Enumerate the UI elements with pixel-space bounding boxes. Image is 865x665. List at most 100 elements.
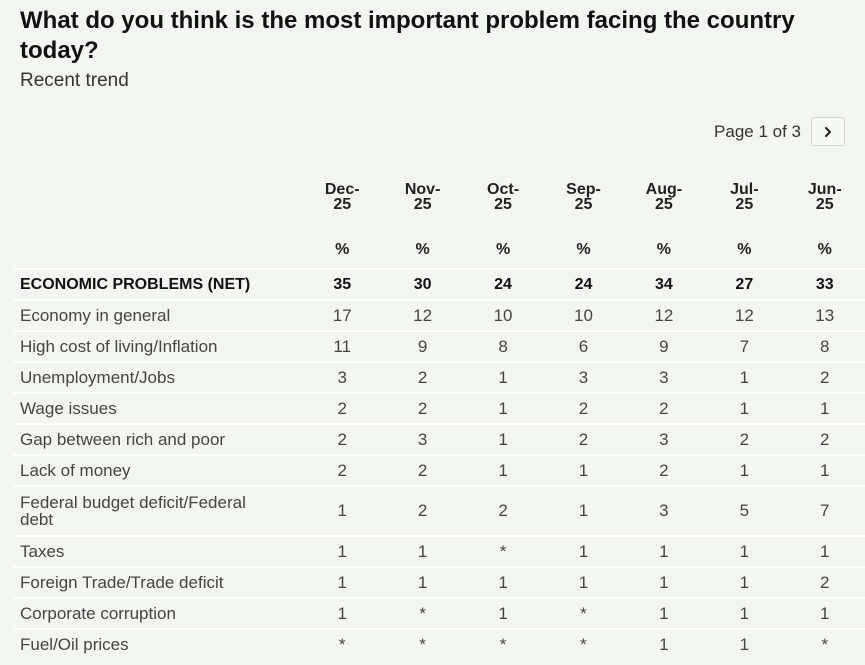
- table-cell-value: 1: [382, 566, 463, 598]
- table-cell-value: 6: [543, 330, 624, 362]
- table-cell-value: 1: [462, 454, 544, 486]
- table-cell-value: 1: [704, 597, 785, 629]
- row-label-text: High cost of living/Inflation: [20, 336, 218, 356]
- table-cell-value: 3: [382, 423, 463, 455]
- column-header-month: Nov-: [404, 181, 441, 198]
- row-label: Economy in general: [14, 299, 302, 331]
- table-cell-value: 1: [623, 628, 705, 659]
- column-header-year: 25: [815, 196, 834, 213]
- table-row: Economy in general 17 12 10 10 12 12 13: [14, 299, 865, 331]
- row-label: Taxes: [14, 535, 302, 567]
- table-row: Lack of money 2 2 1 1 2 1 1: [14, 454, 865, 486]
- table-cell-value: 2: [543, 392, 624, 424]
- table-cell-value: 1: [462, 392, 544, 424]
- table-cell-value: 2: [623, 392, 705, 424]
- table-cell-value: 1: [623, 535, 705, 567]
- column-header-date: Dec- 25: [302, 178, 382, 232]
- column-header-year: 25: [735, 196, 754, 213]
- table-row: Taxes 1 1 * 1 1 1 1: [14, 535, 865, 567]
- table-cell-value: 1: [543, 454, 624, 486]
- column-header-month: Jun-: [807, 181, 842, 198]
- table-cell-value: 13: [784, 299, 865, 331]
- column-unit-label: %: [335, 241, 350, 258]
- table-cell-value: *: [302, 628, 383, 659]
- table-cell-value: 1: [784, 454, 865, 486]
- table-cell-value: 1: [704, 535, 785, 567]
- table-cell-value: 1: [382, 535, 463, 567]
- table-row: Unemployment/Jobs 3 2 1 3 3 1 2: [14, 361, 865, 393]
- column-header-month: Oct-: [487, 181, 520, 198]
- table-cell-value: *: [462, 535, 544, 567]
- table-cell-value: 8: [462, 330, 544, 362]
- table-cell-value: 2: [382, 485, 463, 536]
- column-header-year: 25: [333, 196, 352, 213]
- column-header-year: 25: [655, 196, 673, 213]
- table-cell-value: 24: [462, 268, 544, 300]
- trend-table: Dec- 25 Nov- 25 Oct- 25 Sep- 25 Aug- 25 Jul- 25 Jun-…: [14, 178, 865, 659]
- table-cell-value: 7: [704, 330, 785, 362]
- table-cell-value: 1: [623, 566, 705, 598]
- table-cell-value: 33: [784, 268, 865, 300]
- row-label: Gap between rich and poor: [14, 423, 302, 455]
- table-cell-value: 1: [302, 485, 383, 536]
- row-label: Fuel/Oil prices: [14, 628, 302, 659]
- pagination: Page 1 of 3: [714, 117, 845, 146]
- column-unit-label: %: [576, 241, 591, 258]
- row-label: Lack of money: [14, 454, 302, 486]
- table-cell-value: 1: [302, 566, 383, 598]
- table-cell-value: 1: [623, 597, 705, 629]
- table-cell-value: 34: [623, 268, 705, 300]
- table-row: Gap between rich and poor 2 3 1 2 3 2 2: [14, 423, 865, 455]
- table-cell-value: 2: [382, 454, 463, 486]
- header-corner-cell: [14, 232, 302, 269]
- column-header-date: Sep- 25: [543, 178, 623, 232]
- row-label-text: Lack of money: [20, 460, 131, 480]
- next-page-button[interactable]: [811, 117, 845, 146]
- table-cell-value: 10: [543, 299, 624, 331]
- table-row: Federal budget deficit/Federal debt 1 2 2 1 3…: [14, 485, 865, 536]
- table-cell-value: 2: [462, 485, 544, 536]
- table-cell-value: *: [543, 628, 624, 659]
- table-row: Foreign Trade/Trade deficit 1 1 1 1 1 1 2: [14, 566, 865, 598]
- table-cell-value: 10: [462, 299, 544, 331]
- row-label-text: Federal budget deficit/Federal debt: [20, 493, 246, 529]
- row-label: Wage issues: [14, 392, 302, 424]
- row-label-text: Taxes: [20, 541, 65, 561]
- column-unit-label: %: [817, 241, 832, 258]
- table-cell-value: 12: [623, 299, 705, 331]
- table-cell-value: 5: [704, 485, 785, 536]
- table-cell-value: 2: [382, 392, 463, 424]
- column-header-month: Aug-: [645, 181, 683, 198]
- table-cell-value: 11: [302, 330, 383, 362]
- table-cell-value: *: [462, 628, 544, 659]
- row-label: Unemployment/Jobs: [14, 361, 302, 393]
- table-cell-value: 12: [704, 299, 785, 331]
- table-row: Corporate corruption 1 * 1 * 1 1 1: [14, 597, 865, 629]
- table-row: Wage issues 2 2 1 2 2 1 1: [14, 392, 865, 424]
- unit-header-row: %%%%%%%: [14, 232, 865, 269]
- date-header-row: Dec- 25 Nov- 25 Oct- 25 Sep- 25 Aug- 25 Jul- 25 Jun-…: [14, 178, 865, 232]
- table-row: Fuel/Oil prices * * * * 1 1 *: [14, 628, 865, 659]
- table-cell-value: 1: [462, 423, 544, 455]
- table-cell-value: 30: [382, 268, 463, 300]
- table-cell-value: 24: [543, 268, 624, 300]
- table-cell-value: 9: [623, 330, 705, 362]
- column-header-month: Dec-: [324, 181, 360, 198]
- column-header-date: Aug- 25: [624, 178, 704, 232]
- table-cell-value: 7: [784, 485, 865, 536]
- table-cell-value: 1: [543, 485, 624, 536]
- table-cell-value: 3: [623, 423, 705, 455]
- column-unit-label: %: [656, 241, 672, 258]
- table-cell-value: 2: [302, 454, 383, 486]
- table-cell-value: 1: [784, 535, 865, 567]
- table-cell-value: *: [784, 628, 865, 659]
- column-header-date: Jul- 25: [704, 178, 784, 232]
- table-cell-value: 1: [543, 535, 624, 567]
- table-cell-value: 1: [543, 566, 624, 598]
- row-label-text: Foreign Trade/Trade deficit: [20, 572, 224, 592]
- table-cell-value: 1: [704, 566, 785, 598]
- row-label-text: Corporate corruption: [20, 603, 176, 623]
- table-cell-value: 3: [623, 485, 705, 536]
- column-header-month: Sep-: [566, 181, 601, 198]
- page-title: What do you think is the most important …: [20, 7, 795, 64]
